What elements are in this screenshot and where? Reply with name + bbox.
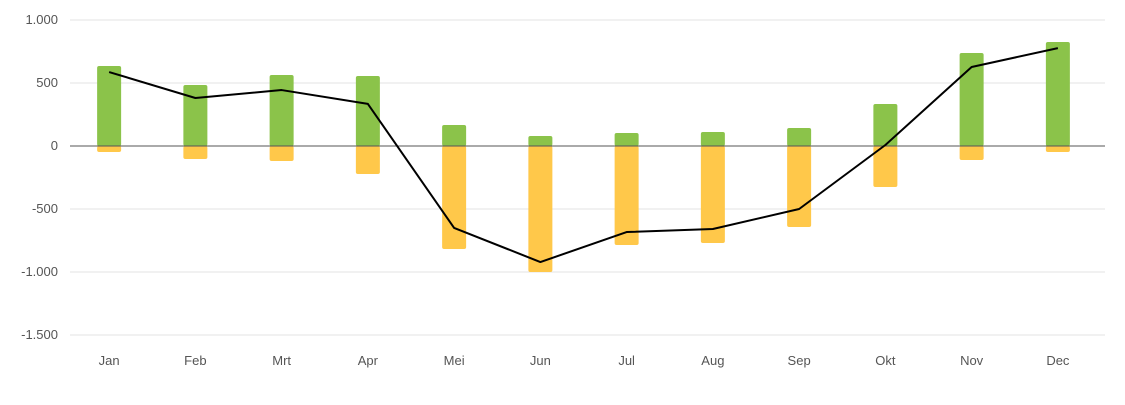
positive-bar — [528, 136, 553, 146]
negative-bar — [873, 146, 898, 187]
positive-bar — [1045, 42, 1070, 146]
negative-bar — [959, 146, 984, 160]
positive-bar — [700, 132, 725, 146]
x-tick-label: Okt — [875, 353, 896, 368]
negative-bar — [614, 146, 639, 246]
positive-bar — [959, 53, 984, 146]
x-tick-label: Aug — [701, 353, 724, 368]
x-tick-label: Apr — [358, 353, 379, 368]
x-tick-label: Dec — [1046, 353, 1070, 368]
negative-bar — [442, 146, 467, 249]
y-tick-label: -500 — [32, 201, 58, 216]
negative-bar — [787, 146, 812, 228]
y-axis-labels: 1.000 500 0 -500 -1.000 -1.500 — [21, 12, 58, 342]
positive-bar — [614, 133, 639, 146]
positive-bar — [873, 104, 898, 146]
positive-bar — [269, 75, 294, 146]
x-axis-labels: Jan Feb Mrt Apr Mei Jun Jul Aug Sep Okt Nov Dec — [99, 353, 1070, 368]
positive-bar — [97, 65, 122, 146]
y-tick-label: 500 — [36, 75, 58, 90]
bars — [97, 42, 1070, 272]
x-tick-label: Mei — [444, 353, 465, 368]
positive-bar — [355, 75, 380, 146]
x-tick-label: Jul — [618, 353, 635, 368]
net-line — [108, 47, 1059, 264]
negative-bar — [269, 146, 294, 161]
net-line — [108, 47, 1059, 264]
y-tick-label: -1.500 — [21, 327, 58, 342]
x-tick-label: Jan — [99, 353, 120, 368]
x-tick-label: Jun — [530, 353, 551, 368]
negative-bar — [183, 146, 208, 159]
negative-bar — [700, 146, 725, 244]
positive-bar — [442, 124, 467, 146]
gridlines — [70, 19, 1105, 336]
x-tick-label: Feb — [184, 353, 206, 368]
negative-bar — [355, 146, 380, 174]
y-tick-label: 0 — [51, 138, 58, 153]
x-tick-label: Mrt — [272, 353, 291, 368]
y-tick-label: 1.000 — [25, 12, 58, 27]
negative-bar — [528, 146, 553, 272]
positive-bar — [183, 85, 208, 146]
negative-bar — [1045, 146, 1070, 153]
positive-bar — [787, 127, 812, 146]
y-tick-label: -1.000 — [21, 264, 58, 279]
x-tick-label: Sep — [788, 353, 811, 368]
x-tick-label: Nov — [960, 353, 984, 368]
negative-bar — [97, 146, 122, 153]
